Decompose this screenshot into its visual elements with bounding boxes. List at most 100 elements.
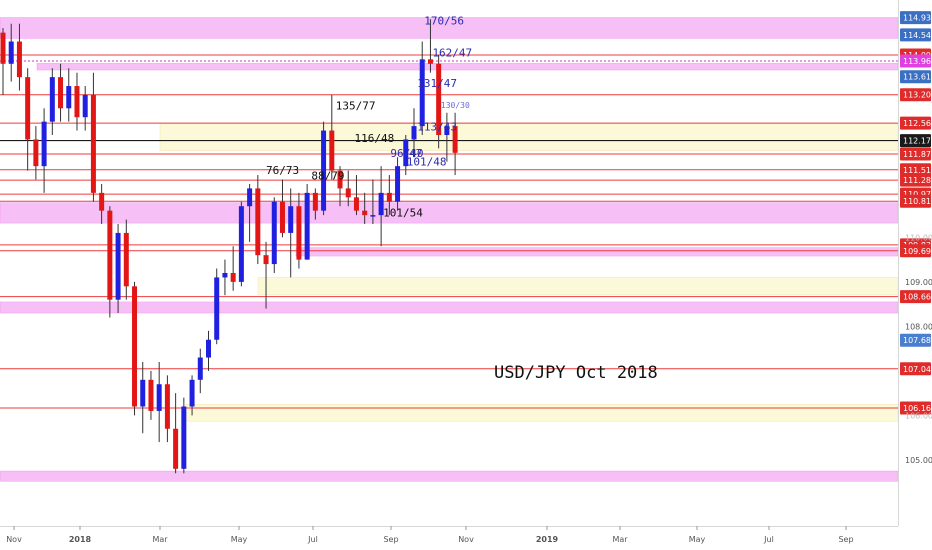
candle-body [132,286,138,407]
candle[interactable] [214,268,220,345]
candle-body [271,201,277,265]
candle[interactable] [115,224,121,314]
time-axis[interactable]: Nov 2018 Mar May Jul Sep Nov 2019 Mar May Jul Sep [6,526,854,544]
candle[interactable] [370,179,376,225]
candle[interactable] [353,175,359,216]
candle[interactable] [444,112,450,162]
candle[interactable] [279,179,285,238]
candle[interactable] [16,23,22,91]
candle[interactable] [436,54,442,149]
candle[interactable] [362,192,368,225]
price-tick-label: 106.165 [903,404,932,413]
price-tick[interactable]: 114.549 [900,28,932,42]
candle[interactable] [99,183,105,225]
candle[interactable] [329,94,335,180]
price-tick-label: 108.668 [903,293,932,302]
candle[interactable] [321,121,327,216]
price-tag [900,70,931,84]
price-axis[interactable]: 114.936114.549114.098113.964113.610113.2… [900,11,932,465]
candle[interactable] [173,393,179,474]
candle[interactable] [58,63,64,122]
candle[interactable] [419,41,425,136]
candle[interactable] [132,281,138,416]
candle-body [255,188,261,256]
price-tag [900,28,931,42]
price-tick[interactable]: 107.689 [900,333,932,347]
candle-body [140,379,146,407]
price-tick[interactable]: 114.936 [900,11,932,25]
price-tick-label: 113.205 [903,91,932,100]
price-tick[interactable]: 109.698 [900,244,932,258]
candle[interactable] [312,188,318,220]
candle[interactable] [222,259,228,296]
price-tag [900,333,931,347]
candle[interactable] [41,108,47,193]
price-tick[interactable]: 112.567 [900,116,932,130]
candle[interactable] [0,28,6,95]
candle[interactable] [148,370,154,420]
candle[interactable] [66,68,72,122]
candle[interactable] [238,201,244,287]
pink-zone [0,202,899,224]
time-tick-label: Mar [612,535,628,544]
candle[interactable] [386,175,392,216]
price-tick[interactable]: 110.812 [900,194,932,208]
price-tick[interactable]: 112.175 [900,134,932,148]
candle[interactable] [181,397,187,474]
candle[interactable] [156,361,162,443]
candle[interactable] [230,246,236,291]
candle[interactable] [271,197,277,273]
price-tick[interactable]: 111.285 [900,173,932,187]
candle-body [279,201,285,233]
price-tick[interactable]: 113.205 [900,88,932,102]
price-tag [900,147,931,161]
candle[interactable] [395,157,401,211]
yellow-zone [159,123,899,151]
candle[interactable] [304,183,310,260]
time-tick-label: Mar [152,535,168,544]
price-tick-label: 110.812 [903,197,932,206]
candle[interactable] [378,166,384,247]
candle[interactable] [123,219,129,300]
candle-body [197,357,203,380]
price-tick[interactable]: 108.668 [900,290,932,304]
candle[interactable] [25,68,31,171]
candle[interactable] [427,19,433,73]
candle[interactable] [164,375,170,443]
price-tick[interactable]: 113.610 [900,70,932,84]
candle[interactable] [337,166,343,207]
candle[interactable] [74,72,80,131]
candle[interactable] [296,192,302,269]
candle[interactable] [82,86,88,131]
candle[interactable] [107,206,113,318]
candle[interactable] [140,361,146,434]
price-tick-label: 109.000 [905,278,932,287]
candle-body [115,232,121,300]
price-tick[interactable]: 111.873 [900,147,932,161]
candle-body [82,94,88,118]
candle[interactable] [247,183,253,242]
price-tick[interactable]: 106.165 [900,401,932,415]
candle[interactable] [263,241,269,309]
price-tick[interactable]: 111.519 [900,163,932,177]
candle[interactable] [345,170,351,207]
candle[interactable] [189,375,195,416]
price-tick-label: 111.873 [903,150,932,159]
candle[interactable] [206,330,211,371]
price-tick-label: 109.698 [903,247,932,256]
candle[interactable] [49,68,55,136]
candle[interactable] [403,135,409,176]
candle[interactable] [90,72,96,202]
candles-layer[interactable] [0,19,458,474]
candle[interactable] [33,126,39,180]
price-tick[interactable]: 107.048 [900,362,932,376]
candle[interactable] [411,108,417,158]
candle[interactable] [452,112,458,176]
candle[interactable] [197,348,203,394]
count-annotation: 170/56 [424,15,464,28]
price-tick[interactable]: 113.964 [900,54,932,68]
candle[interactable] [288,188,294,278]
candle[interactable] [8,23,14,82]
candle[interactable] [255,175,261,265]
